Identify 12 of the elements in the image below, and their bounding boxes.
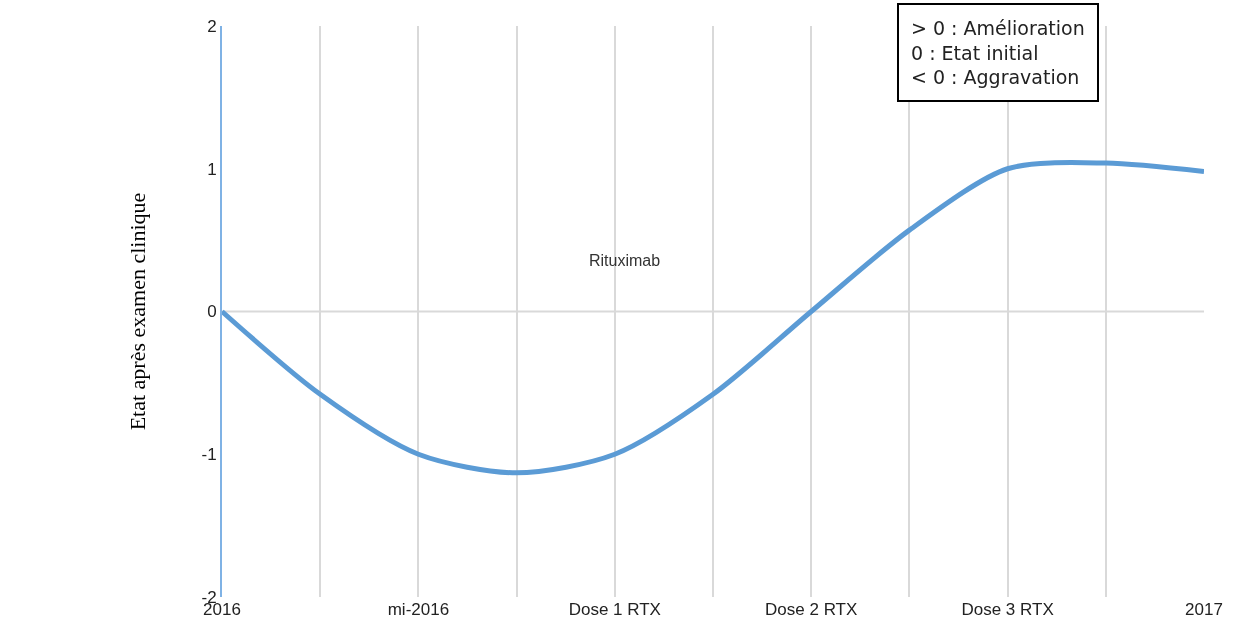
y-tick-label: 2	[207, 16, 217, 36]
y-axis-title: Etat après examen clinique	[124, 192, 150, 431]
y-tick-label: 0	[207, 302, 217, 322]
y-tick-label: 1	[207, 159, 217, 179]
annotation: Rituximab	[589, 252, 661, 269]
x-tick-label: Dose 3 RTX	[961, 600, 1054, 619]
x-tick-label: 2017	[1185, 600, 1223, 619]
x-tick-label: mi-2016	[387, 600, 450, 619]
annotation: > 0 : Amélioration 0 : Etat initial < 0 : Aggravation	[911, 17, 1085, 89]
y-tick-label: -1	[201, 445, 217, 465]
x-tick-label: Dose 1 RTX	[568, 600, 661, 619]
x-tick-label: Dose 2 RTX	[765, 600, 858, 619]
